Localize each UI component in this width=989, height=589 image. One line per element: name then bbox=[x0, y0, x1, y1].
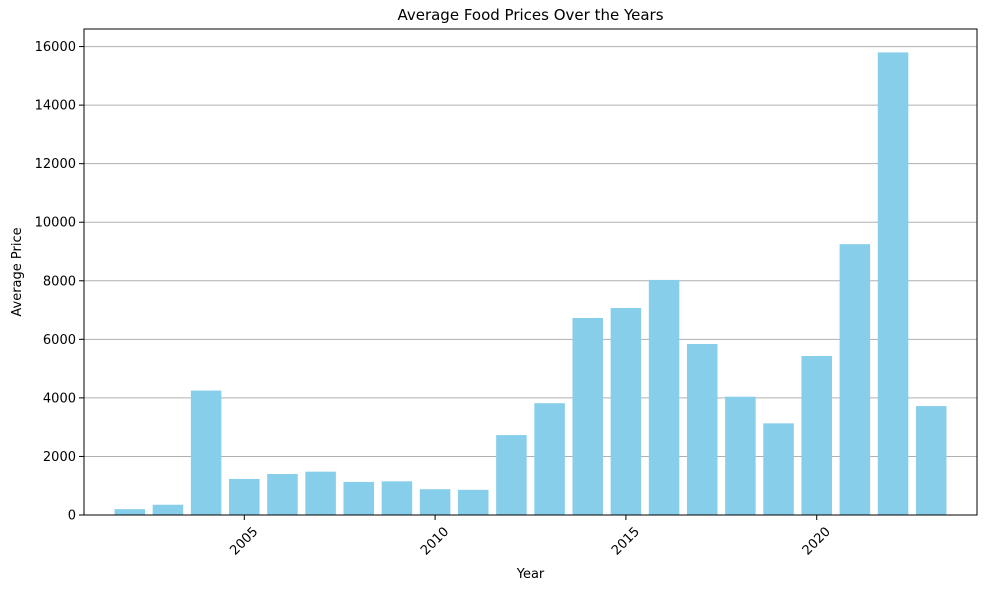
x-axis-label: Year bbox=[516, 567, 545, 582]
x-tick-label: 2005 bbox=[227, 524, 261, 558]
bar-2012 bbox=[496, 435, 527, 515]
y-tick-label: 4000 bbox=[43, 391, 76, 406]
bar-2004 bbox=[190, 390, 222, 515]
y-tick-label: 12000 bbox=[35, 157, 76, 172]
bar-2002 bbox=[114, 509, 146, 515]
x-axis-ticks: 2005 2010 2015 2020 bbox=[227, 515, 834, 558]
bar-2009 bbox=[381, 481, 413, 515]
bar-2021 bbox=[839, 244, 871, 515]
y-axis-ticks: 0 2000 4000 6000 8000 10000 12000 14000 16000 bbox=[35, 40, 84, 524]
chart-title: Average Food Prices Over the Years bbox=[397, 6, 663, 24]
bar-2006 bbox=[267, 474, 298, 515]
y-tick-label: 16000 bbox=[35, 40, 76, 55]
bar-2017 bbox=[686, 344, 718, 515]
bar-2020 bbox=[801, 356, 832, 515]
bar-2015 bbox=[610, 308, 642, 515]
bar-2010 bbox=[419, 489, 451, 515]
bar-2008 bbox=[343, 481, 375, 515]
bar-2016 bbox=[648, 279, 680, 515]
gridlines bbox=[84, 46, 977, 457]
bar-2003 bbox=[152, 504, 184, 515]
bar-2023 bbox=[915, 406, 947, 515]
plot-frame bbox=[83, 28, 978, 516]
bar-2005 bbox=[229, 478, 260, 515]
x-tick-label: 2010 bbox=[418, 524, 452, 558]
bar-2007 bbox=[305, 471, 336, 515]
y-tick-label: 14000 bbox=[35, 99, 76, 114]
y-tick-label: 6000 bbox=[43, 333, 76, 348]
bars bbox=[114, 52, 947, 515]
bar-2022 bbox=[877, 52, 909, 515]
bar-2018 bbox=[725, 396, 756, 515]
y-tick-label: 0 bbox=[68, 509, 76, 524]
x-tick-label: 2015 bbox=[609, 524, 643, 558]
bar-2014 bbox=[572, 317, 604, 515]
x-tick-label: 2020 bbox=[800, 524, 834, 558]
bar-2013 bbox=[534, 403, 565, 515]
y-tick-label: 10000 bbox=[35, 216, 76, 231]
y-tick-label: 8000 bbox=[43, 274, 76, 289]
y-tick-label: 2000 bbox=[43, 450, 76, 465]
bar-2019 bbox=[763, 423, 794, 515]
bar-2011 bbox=[457, 489, 489, 515]
y-axis-label: Average Price bbox=[10, 227, 25, 316]
